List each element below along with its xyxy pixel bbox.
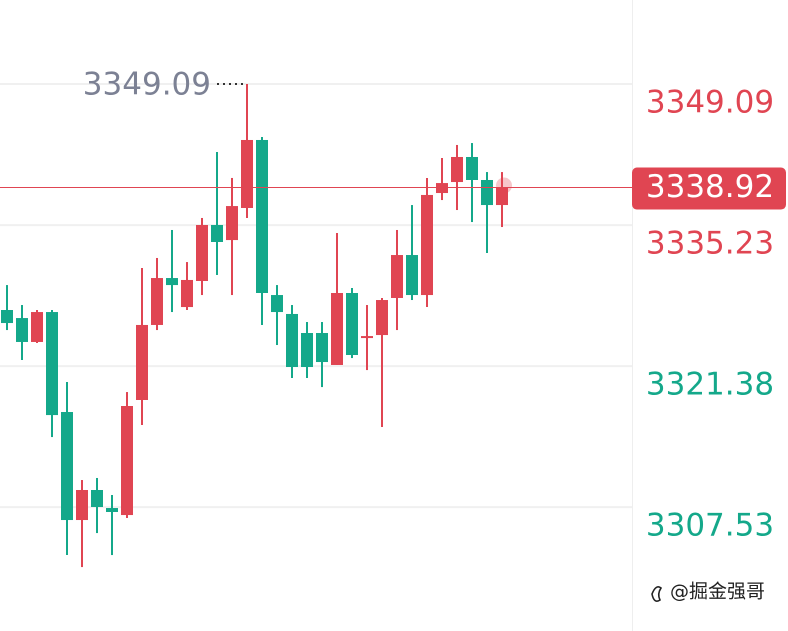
candle-body: [31, 312, 43, 342]
candle-body: [376, 300, 388, 336]
candle-body: [331, 293, 343, 365]
watermark: @掘金强哥: [670, 581, 765, 603]
candle-body: [76, 489, 88, 521]
candle-body: [301, 333, 313, 368]
candle-body: [91, 489, 103, 507]
candle-body: [286, 313, 298, 368]
candle-body: [316, 333, 328, 363]
candle-body: [391, 255, 403, 298]
grid: [0, 82, 632, 509]
candle-body: [451, 156, 463, 183]
candle-body: [406, 255, 418, 296]
candle-body: [271, 295, 283, 313]
candle-body: [46, 312, 58, 416]
price-label: 3338.92: [646, 169, 774, 205]
y-tick-label: 3321.38: [646, 367, 774, 403]
candle-body: [211, 224, 223, 242]
candle-body: [481, 179, 493, 206]
candle-body: [421, 194, 433, 296]
y-tick-label: 3307.53: [646, 508, 774, 544]
candle-body: [361, 336, 373, 339]
candle-body: [106, 508, 118, 512]
high-annotation: 3349.09: [83, 66, 211, 102]
candle-body: [1, 310, 13, 324]
candle-body: [16, 318, 28, 342]
candle-body: [121, 406, 133, 516]
candle-body: [256, 139, 268, 294]
watermark-logo: [651, 586, 663, 602]
candle-body: [226, 206, 238, 241]
y-tick-label: 3335.23: [646, 226, 774, 262]
candle-body: [151, 278, 163, 325]
candle-body: [166, 278, 178, 286]
candle-body: [496, 187, 508, 206]
candle-body: [61, 412, 73, 521]
candle-body: [241, 139, 253, 208]
y-tick-label: 3349.09: [646, 84, 774, 120]
price-glow: [496, 177, 512, 194]
candle-body: [346, 293, 358, 356]
candle-body: [436, 183, 448, 194]
candle-body: [181, 279, 193, 308]
candle-body: [136, 324, 148, 400]
candle-body: [466, 156, 478, 180]
candle-body: [196, 224, 208, 281]
price-box: [632, 167, 786, 210]
